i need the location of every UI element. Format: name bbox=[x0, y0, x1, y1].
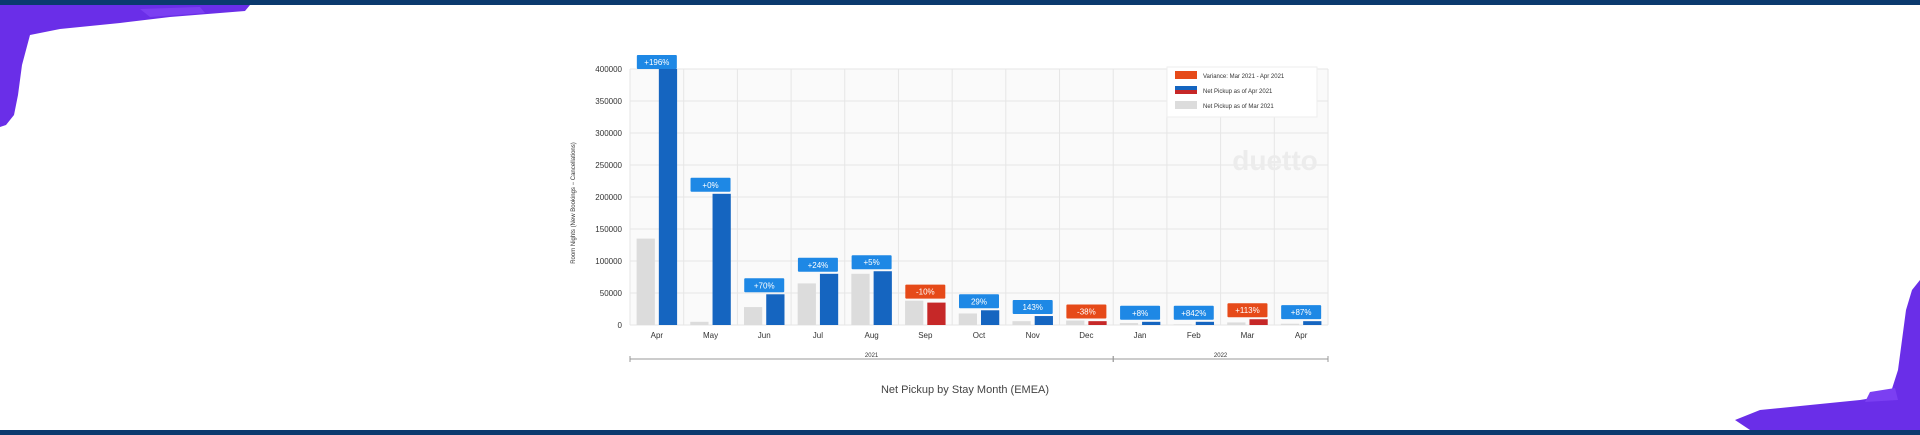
bar-current bbox=[873, 271, 892, 325]
legend-swatch-current-negative bbox=[1175, 90, 1197, 94]
bar-current bbox=[1088, 321, 1107, 325]
year-group-label: 2021 bbox=[865, 353, 879, 359]
bar-previous bbox=[1119, 323, 1139, 325]
bar-previous bbox=[797, 283, 816, 325]
labels-layer: 0 50000 100000 150000 200000 250000 300000 3500… bbox=[595, 55, 1329, 362]
variance-badge bbox=[797, 257, 838, 272]
top-border-band bbox=[0, 0, 1920, 5]
bar-previous bbox=[851, 273, 870, 325]
variance-label: +196% bbox=[644, 58, 669, 67]
variance-label: +70% bbox=[754, 281, 775, 290]
bar-current bbox=[1195, 321, 1215, 325]
bar-previous bbox=[1012, 321, 1031, 325]
variance-label: 143% bbox=[1022, 303, 1042, 312]
x-tick-label: Apr bbox=[651, 331, 664, 340]
variance-label: 29% bbox=[971, 297, 987, 306]
y-tick-label: 150000 bbox=[595, 225, 622, 234]
x-tick-label: Oct bbox=[973, 331, 986, 340]
legend-label: Variance: Mar 2021 - Apr 2021 bbox=[1203, 74, 1285, 80]
x-tick-label: Nov bbox=[1026, 331, 1040, 340]
x-tick-label: Dec bbox=[1079, 331, 1093, 340]
bar-current bbox=[658, 69, 678, 325]
variance-label: +24% bbox=[808, 261, 829, 270]
legend-swatch-variance bbox=[1175, 71, 1197, 79]
variance-label: +87% bbox=[1291, 308, 1312, 317]
x-tick-label: Apr bbox=[1295, 331, 1308, 340]
variance-badge bbox=[1012, 300, 1053, 315]
variance-badge bbox=[744, 278, 785, 293]
year-group-label: 2022 bbox=[1214, 353, 1228, 359]
variance-label: +842% bbox=[1181, 309, 1206, 318]
variance-badge bbox=[851, 255, 892, 270]
net-pickup-chart: 0 50000 100000 150000 200000 250000 300000 3500… bbox=[571, 55, 1329, 396]
bar-previous bbox=[905, 300, 924, 325]
variance-badge bbox=[690, 177, 731, 192]
y-tick-label: 100000 bbox=[595, 257, 622, 266]
bar-current bbox=[766, 294, 785, 325]
bar-current bbox=[819, 273, 839, 325]
y-tick-label: 400000 bbox=[595, 65, 622, 74]
bottom-border-band bbox=[0, 430, 1920, 435]
x-tick-label: Sep bbox=[918, 331, 933, 340]
y-tick-label: 0 bbox=[618, 321, 623, 330]
variance-badge bbox=[1227, 303, 1268, 318]
legend: Variance: Mar 2021 - Apr 2021 Net Pickup … bbox=[1166, 66, 1318, 118]
bar-previous bbox=[743, 307, 763, 325]
variance-badge bbox=[1120, 305, 1161, 320]
x-tick-label: Jan bbox=[1134, 331, 1147, 340]
variance-badge bbox=[1281, 305, 1322, 320]
x-tick-label: Mar bbox=[1241, 331, 1255, 340]
y-tick-label: 250000 bbox=[595, 161, 622, 170]
bar-previous bbox=[690, 321, 709, 325]
variance-label: -38% bbox=[1077, 308, 1096, 317]
bar-previous bbox=[1280, 323, 1300, 325]
bar-current bbox=[981, 310, 1000, 325]
variance-label: +0% bbox=[702, 181, 718, 190]
bar-previous bbox=[636, 238, 655, 325]
watermark: duetto bbox=[1232, 145, 1318, 176]
y-axis-label: Room Nights (New Bookings − Cancellation… bbox=[571, 142, 577, 264]
variance-label: -10% bbox=[916, 288, 935, 297]
bar-previous bbox=[1066, 320, 1085, 325]
bar-current bbox=[1034, 316, 1053, 325]
variance-label: +5% bbox=[863, 258, 879, 267]
y-tick-label: 200000 bbox=[595, 193, 622, 202]
variance-label: +8% bbox=[1132, 309, 1148, 318]
bars-layer bbox=[636, 69, 1322, 325]
bar-current bbox=[1249, 319, 1268, 325]
x-tick-label: Jun bbox=[758, 331, 771, 340]
x-tick-label: Aug bbox=[864, 331, 878, 340]
y-tick-label: 300000 bbox=[595, 129, 622, 138]
bar-current bbox=[712, 193, 731, 325]
variance-badge bbox=[1066, 304, 1107, 319]
variance-badge bbox=[959, 294, 999, 309]
x-tick-label: May bbox=[703, 331, 718, 340]
bar-previous bbox=[958, 313, 977, 325]
x-tick-label: Feb bbox=[1187, 331, 1201, 340]
legend-label: Net Pickup as of Apr 2021 bbox=[1203, 89, 1273, 95]
legend-swatch-current-positive bbox=[1175, 86, 1197, 90]
variance-label: +113% bbox=[1235, 306, 1260, 315]
legend-label: Net Pickup as of Mar 2021 bbox=[1203, 104, 1274, 110]
variance-badge bbox=[1173, 305, 1214, 320]
brush-stroke-top-left bbox=[0, 5, 250, 127]
chart-title: Net Pickup by Stay Month (EMEA) bbox=[881, 384, 1049, 396]
y-tick-label: 50000 bbox=[600, 289, 623, 298]
bar-current bbox=[1303, 321, 1322, 325]
bar-current bbox=[1142, 321, 1161, 325]
bar-previous bbox=[1227, 322, 1246, 325]
variance-badge bbox=[636, 55, 677, 69]
brush-stroke-bottom-right bbox=[1735, 280, 1920, 430]
legend-swatch-previous bbox=[1175, 101, 1197, 109]
x-tick-label: Jul bbox=[813, 331, 823, 340]
bar-previous bbox=[1173, 324, 1192, 325]
bar-current bbox=[927, 302, 946, 325]
variance-badge bbox=[905, 284, 946, 299]
y-tick-label: 350000 bbox=[595, 97, 622, 106]
